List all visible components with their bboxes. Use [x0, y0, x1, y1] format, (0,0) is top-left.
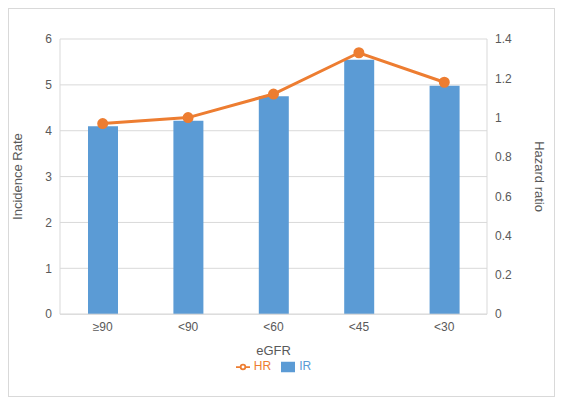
svg-text:4: 4 [45, 124, 52, 138]
svg-text:1: 1 [45, 262, 52, 276]
svg-text:1.4: 1.4 [495, 32, 512, 46]
svg-text:0: 0 [495, 307, 502, 321]
svg-text:<90: <90 [178, 320, 199, 334]
svg-text:0.2: 0.2 [495, 268, 512, 282]
svg-text:3: 3 [45, 170, 52, 184]
svg-text:<60: <60 [263, 320, 284, 334]
svg-text:1.2: 1.2 [495, 72, 512, 86]
svg-text:<45: <45 [349, 320, 370, 334]
svg-text:Incidence Rate: Incidence Rate [10, 133, 25, 220]
svg-text:0.4: 0.4 [495, 229, 512, 243]
html-text:IR: IR [299, 359, 312, 374]
svg-text:0: 0 [45, 307, 52, 321]
svg-text:1: 1 [495, 111, 502, 125]
svg-text:<30: <30 [434, 320, 455, 334]
svg-text:5: 5 [45, 78, 52, 92]
svg-text:Hazard ratio: Hazard ratio [532, 141, 547, 212]
svg-text:2: 2 [45, 216, 52, 230]
svg-text:6: 6 [45, 32, 52, 46]
svg-text:≥90: ≥90 [93, 320, 113, 334]
svg-text:0.6: 0.6 [495, 190, 512, 204]
svg-text:0.8: 0.8 [495, 150, 512, 164]
html-text:HR: HR [253, 359, 272, 374]
svg-text:eGFR: eGFR [256, 343, 291, 358]
